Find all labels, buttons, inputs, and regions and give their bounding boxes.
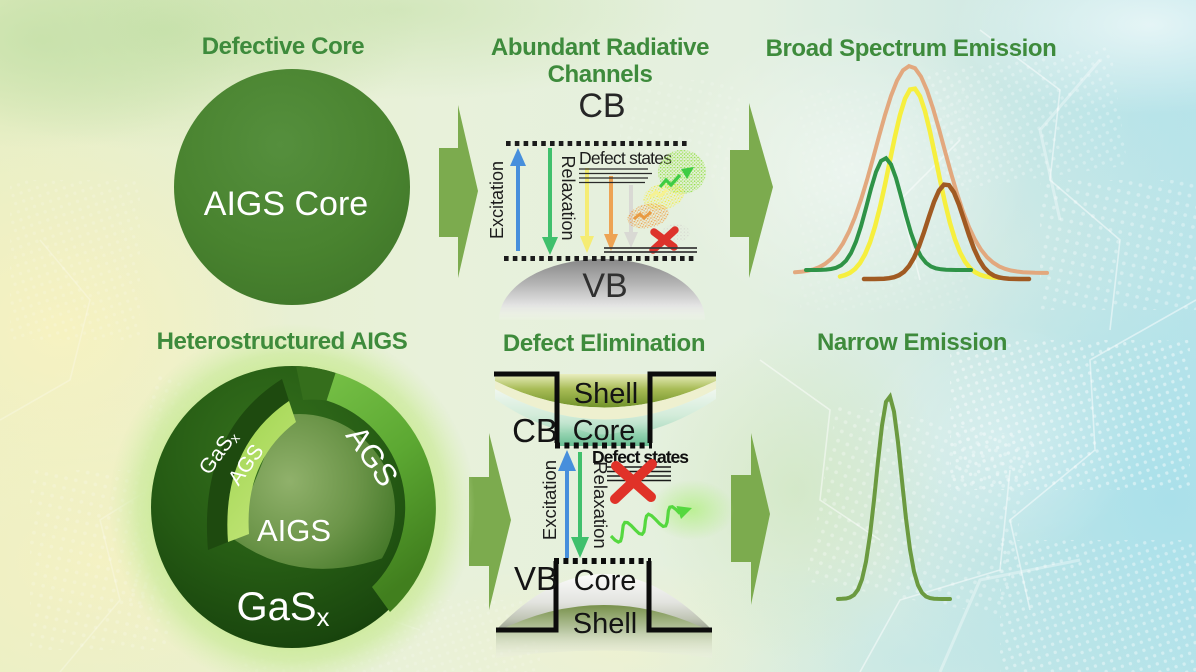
svg-text:Narrow Emission: Narrow Emission (817, 329, 1007, 356)
svg-text:AIGS: AIGS (257, 513, 331, 548)
svg-text:Excitation: Excitation (539, 460, 560, 540)
svg-text:Excitation: Excitation (487, 161, 507, 239)
svg-text:Core: Core (573, 415, 636, 447)
svg-text:CB: CB (578, 87, 625, 125)
svg-text:Shell: Shell (574, 378, 639, 410)
svg-text:Defect Elimination: Defect Elimination (503, 330, 705, 357)
svg-text:Relaxation: Relaxation (590, 461, 611, 548)
svg-text:GaSx: GaSx (236, 585, 329, 632)
svg-text:Broad Spectrum Emission: Broad Spectrum Emission (766, 35, 1057, 62)
svg-text:Defective Core: Defective Core (202, 33, 365, 60)
svg-text:Channels: Channels (548, 61, 653, 88)
svg-text:Core: Core (574, 565, 637, 597)
svg-text:Abundant Radiative: Abundant Radiative (491, 34, 709, 61)
svg-text:Defect states: Defect states (592, 447, 689, 467)
svg-text:CB: CB (512, 412, 558, 449)
svg-text:Shell: Shell (573, 608, 638, 640)
svg-text:Relaxation: Relaxation (558, 155, 578, 240)
svg-text:VB: VB (514, 560, 558, 597)
svg-text:AIGS Core: AIGS Core (204, 185, 368, 223)
svg-text:Heterostructured AIGS: Heterostructured AIGS (157, 328, 408, 355)
svg-text:Defect states: Defect states (579, 148, 672, 168)
svg-text:VB: VB (582, 267, 627, 305)
